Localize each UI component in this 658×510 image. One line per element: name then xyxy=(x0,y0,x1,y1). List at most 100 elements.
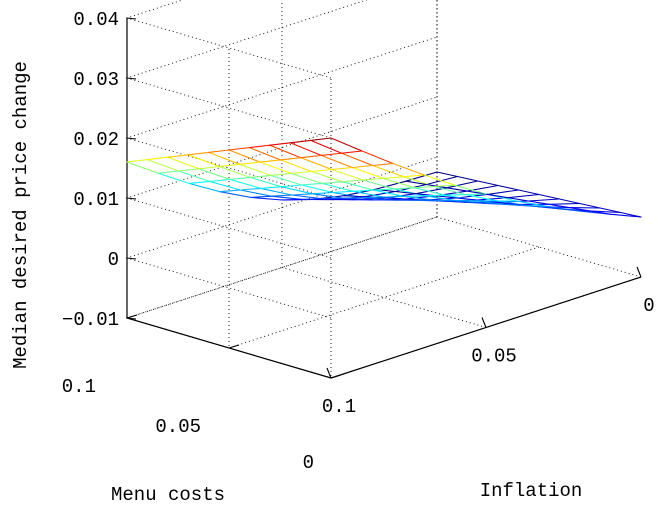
mesh-segment xyxy=(311,170,331,172)
mesh-segment xyxy=(250,175,270,177)
mesh-segment xyxy=(344,196,364,197)
mesh-segment xyxy=(209,181,240,190)
mesh-segment xyxy=(302,183,322,185)
mesh-segment xyxy=(322,182,342,184)
mesh-segment xyxy=(437,172,457,177)
gridline xyxy=(127,217,437,378)
mesh-segment xyxy=(147,157,167,159)
mesh-segment xyxy=(321,155,352,167)
mesh-segment xyxy=(445,195,465,196)
mesh-segment xyxy=(466,194,486,195)
mesh-segment xyxy=(271,175,302,185)
mesh-segment xyxy=(271,173,291,175)
mesh-segment xyxy=(302,199,322,200)
tick-labels: 00.050.100.050.10.040.030.020.010−0.01 xyxy=(62,9,655,474)
mesh-segment xyxy=(189,181,209,183)
z-tick-label: −0.01 xyxy=(62,309,119,331)
mesh-segment xyxy=(271,196,302,199)
z-tick-label: 0.01 xyxy=(73,189,119,211)
mesh-segment xyxy=(290,140,310,142)
mesh-segment xyxy=(549,204,580,205)
mesh-segment xyxy=(332,168,352,170)
mesh-segment xyxy=(220,192,251,198)
mesh-segment xyxy=(311,138,331,140)
y-tick xyxy=(229,345,239,348)
mesh-segment xyxy=(199,167,219,169)
y-tick xyxy=(331,375,341,378)
z-tick-label: 0.04 xyxy=(73,9,119,31)
mesh-segment xyxy=(301,155,321,157)
mesh-segment xyxy=(251,197,282,200)
mesh-segment xyxy=(209,150,229,152)
y-tick-label: 0 xyxy=(303,452,314,474)
mesh-segment xyxy=(519,190,539,195)
mesh-segment xyxy=(270,145,301,158)
mesh-segment xyxy=(311,172,342,182)
z-tick xyxy=(127,198,136,199)
z-axis-label: Median desired price change xyxy=(10,61,32,369)
gridline xyxy=(437,0,641,277)
mesh-segment xyxy=(508,195,539,198)
mesh-segment xyxy=(251,196,271,197)
x-tick-label: 0.05 xyxy=(471,346,517,368)
mesh-segment xyxy=(385,198,405,199)
mesh-segment xyxy=(158,173,189,183)
x-axis-label: Inflation xyxy=(480,480,583,502)
mesh-segment xyxy=(342,153,373,165)
mesh-segment xyxy=(373,166,404,177)
mesh-segment xyxy=(147,160,178,171)
surface-mesh xyxy=(127,138,641,217)
x-tick xyxy=(637,267,641,277)
gridline xyxy=(331,78,641,378)
mesh-segment xyxy=(249,148,280,160)
mesh-segment xyxy=(373,164,393,166)
x-tick-label: 0.1 xyxy=(322,396,356,418)
z-tick xyxy=(127,78,136,79)
y-tick xyxy=(127,315,137,318)
z-tick xyxy=(127,18,136,19)
z-tick xyxy=(127,138,136,139)
mesh-segment xyxy=(188,152,208,154)
x-tick-label: 0 xyxy=(643,295,654,317)
mesh-segment xyxy=(220,190,240,192)
mesh-segment xyxy=(292,194,312,195)
gridline xyxy=(282,0,486,328)
y-tick-label: 0.1 xyxy=(62,376,96,398)
mesh-segment xyxy=(559,199,579,204)
z-tick-label: 0 xyxy=(108,249,119,271)
gridline xyxy=(127,0,437,138)
mesh-segment xyxy=(528,199,559,201)
mesh-segment xyxy=(292,195,323,199)
mesh-segment xyxy=(188,155,219,167)
mesh-segment xyxy=(240,162,260,164)
mesh-segment xyxy=(280,160,311,172)
mesh-segment xyxy=(281,185,301,187)
mesh-segment xyxy=(331,138,362,151)
mesh-segment xyxy=(229,148,249,150)
mesh-segment xyxy=(342,180,362,182)
mesh-segment xyxy=(364,197,384,198)
mesh-segment xyxy=(230,179,261,188)
mesh-segment xyxy=(199,169,230,180)
mesh-segment xyxy=(384,196,404,197)
mesh-segment xyxy=(363,180,394,189)
mesh-segment xyxy=(457,198,477,200)
mesh-segment xyxy=(240,164,271,175)
mesh-segment xyxy=(352,166,372,168)
mesh-segment xyxy=(282,199,302,200)
mesh-segment xyxy=(280,158,300,160)
mesh-segment xyxy=(168,155,188,157)
mesh-segment xyxy=(311,140,342,153)
mesh-segment xyxy=(333,191,353,192)
mesh-segment xyxy=(158,171,178,173)
mesh-segment xyxy=(230,177,250,179)
mesh-segment xyxy=(249,145,269,147)
mesh-segment xyxy=(189,183,220,191)
mesh-segment xyxy=(353,190,373,191)
mesh-segment xyxy=(260,160,280,162)
mesh-segment xyxy=(281,187,312,194)
y-tick-label: 0.05 xyxy=(155,416,201,438)
mesh-segment xyxy=(229,150,260,162)
